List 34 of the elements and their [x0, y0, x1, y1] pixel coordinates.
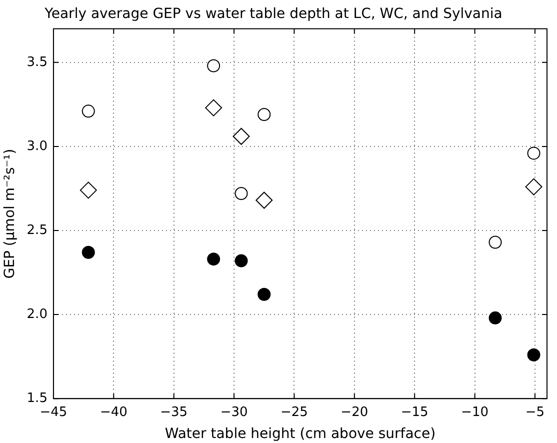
point: [82, 246, 95, 259]
x-tick-label: −25: [280, 404, 308, 420]
x-tick-label: −20: [340, 404, 368, 420]
x-tick-label: −5: [525, 404, 545, 420]
point: [527, 348, 540, 362]
x-tick-label: −45: [40, 404, 68, 420]
y-tick-label: 3.0: [26, 138, 48, 154]
chart-title: Yearly average GEP vs water table depth at LC, WC, and Sylvania: [44, 6, 502, 22]
point: [232, 128, 250, 145]
point: [234, 187, 248, 200]
point: [258, 288, 271, 301]
x-axis-title: Water table height (cm above surface): [164, 426, 436, 442]
x-tick-label: −30: [220, 404, 248, 420]
y-tick-label: 3.5: [26, 54, 48, 70]
y-tick-label: 2.5: [26, 222, 48, 238]
y-tick-label: 1.5: [26, 390, 48, 406]
x-tick-label: −35: [160, 404, 188, 420]
x-tick-label: −15: [400, 404, 428, 420]
x-tick-label: −40: [100, 404, 128, 420]
point: [527, 146, 540, 160]
point: [234, 254, 248, 268]
point: [488, 311, 502, 324]
point: [258, 108, 271, 122]
point: [82, 104, 95, 118]
point: [207, 59, 220, 72]
point: [207, 252, 220, 266]
point: [256, 192, 273, 209]
point: [80, 182, 97, 199]
x-tick-label: −10: [461, 404, 488, 420]
point: [488, 236, 502, 249]
y-tick-label: 2.0: [26, 306, 48, 322]
point: [205, 99, 222, 116]
point: [525, 178, 542, 196]
y-axis-title: GEP (μmol m⁻²s⁻¹): [2, 148, 18, 279]
